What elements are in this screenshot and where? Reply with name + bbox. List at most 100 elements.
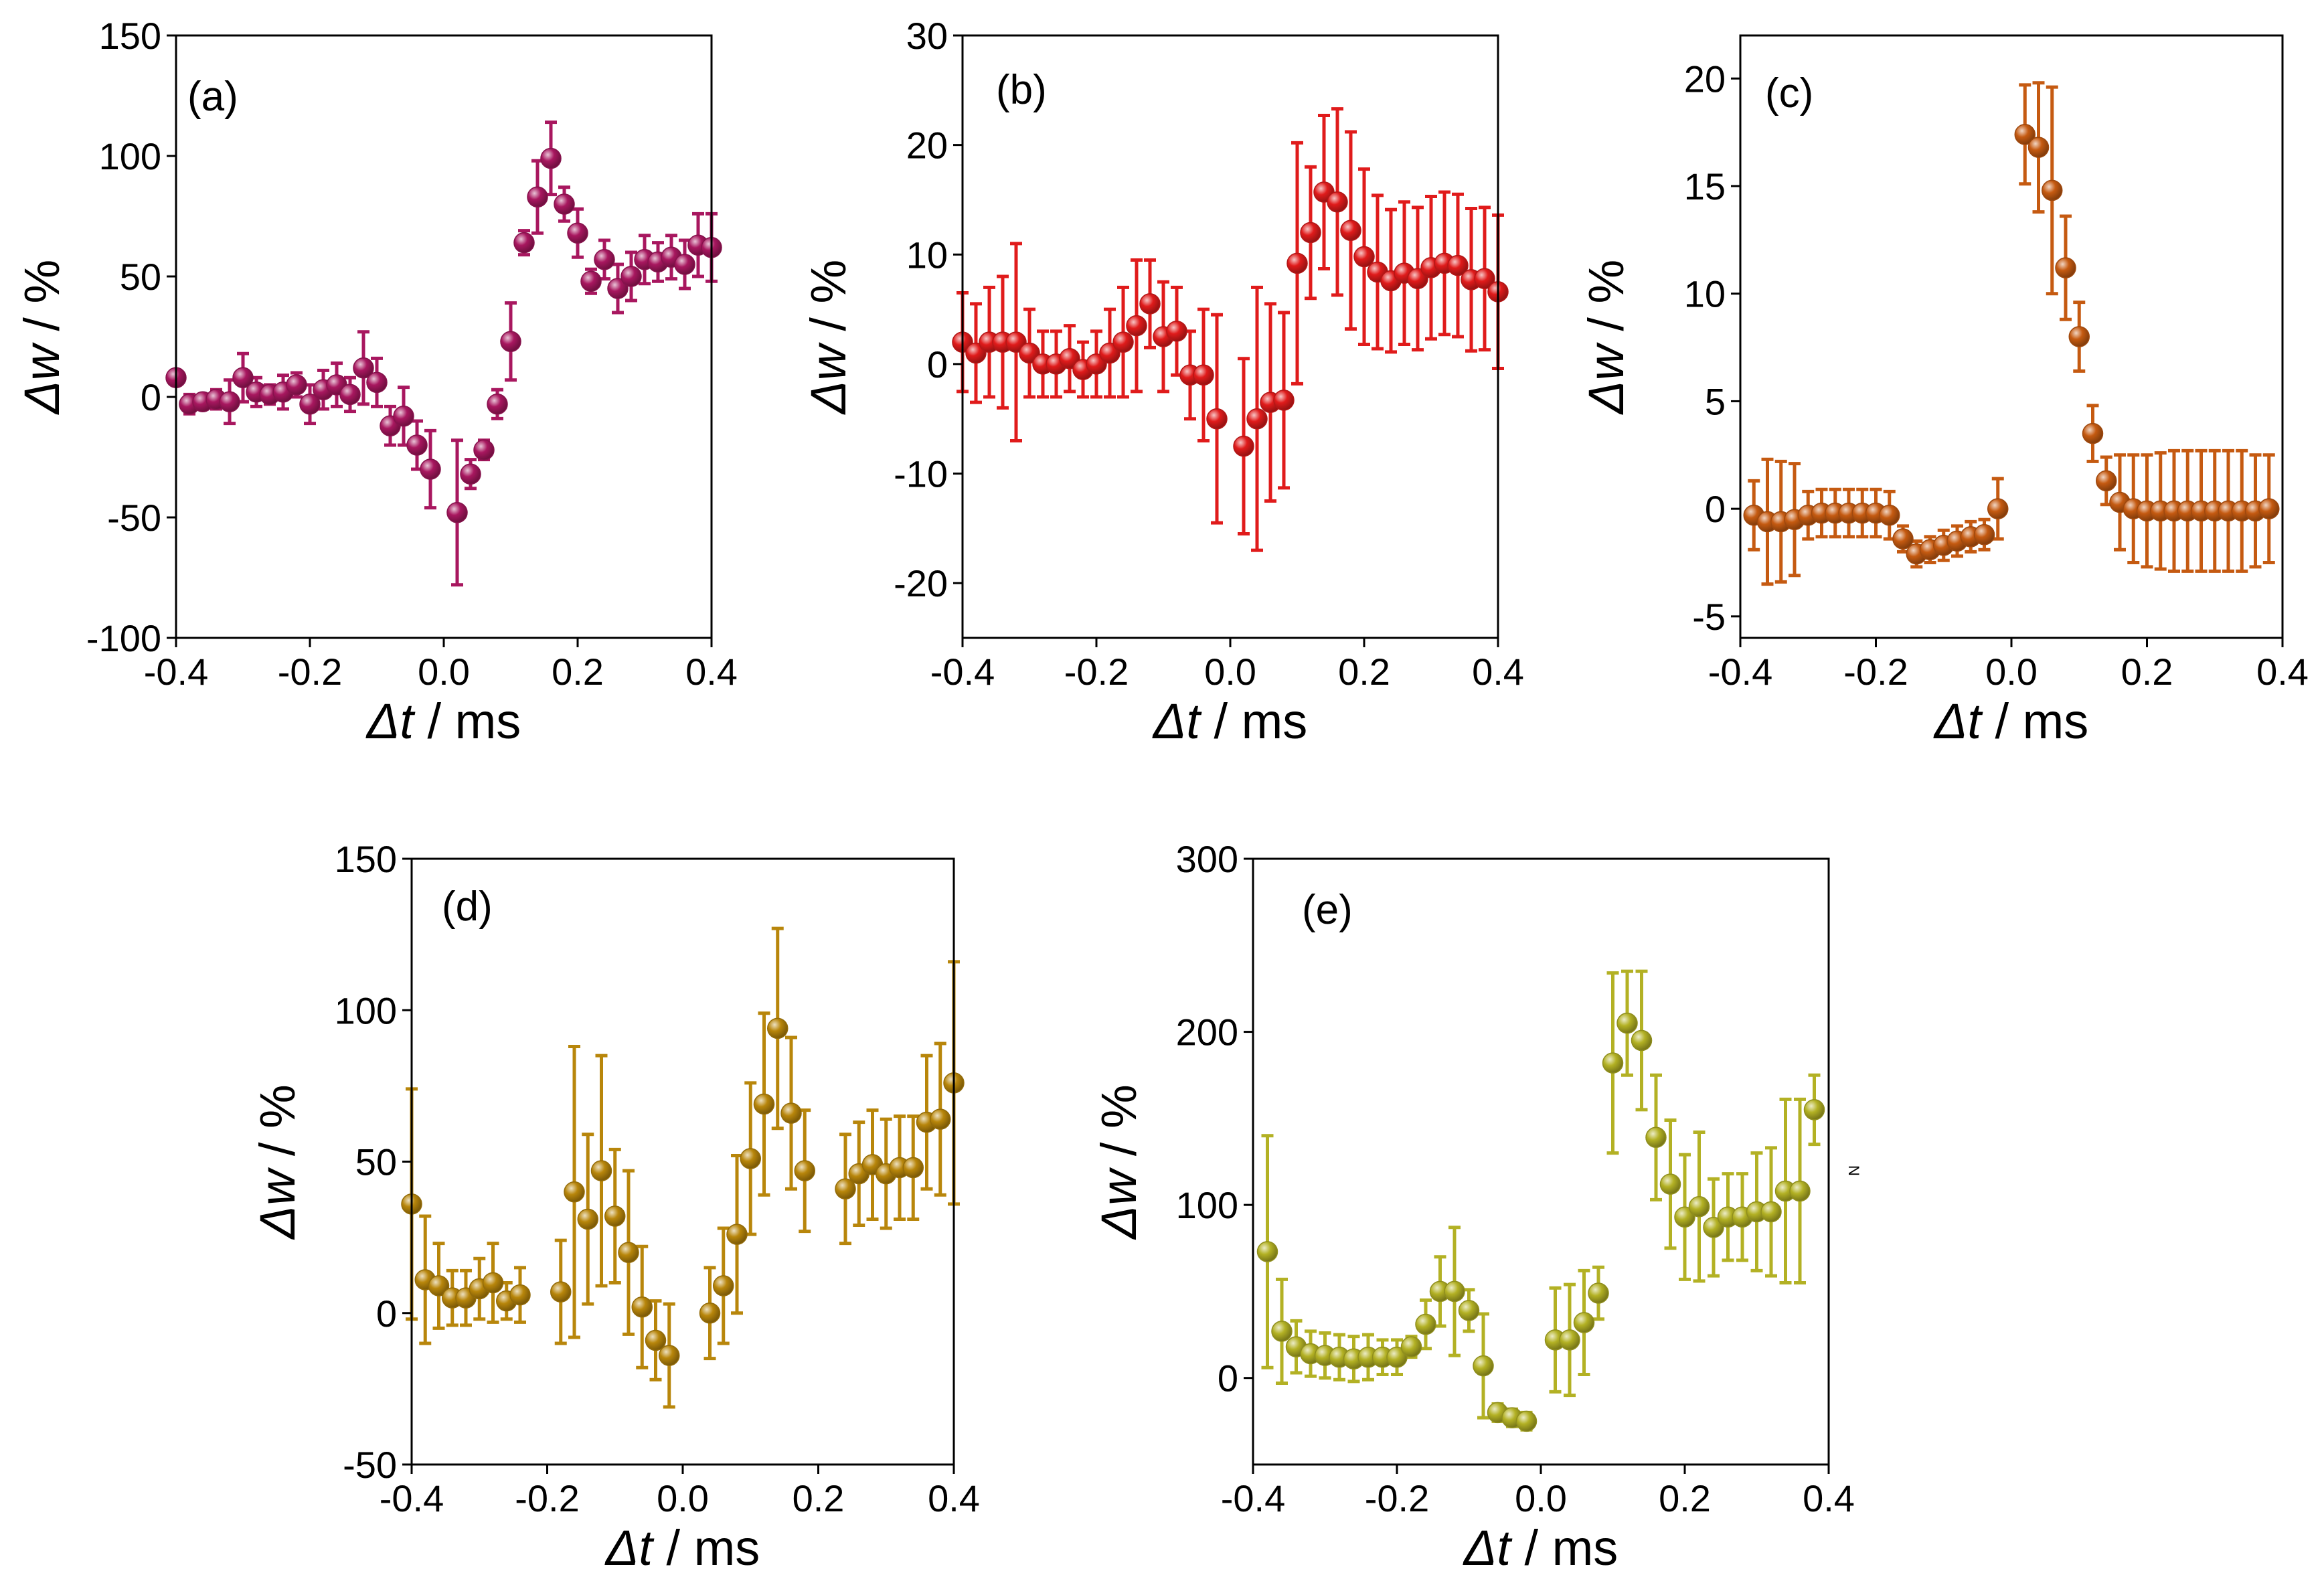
y-axis-symbol: Δw: [14, 342, 70, 416]
x-tick-label: -0.2: [515, 1477, 580, 1519]
y-axis-unit: / %: [1091, 1084, 1147, 1156]
panel-label: (c): [1765, 70, 1813, 116]
x-tick-label: -0.2: [1843, 651, 1908, 693]
x-tick-label: -0.4: [1221, 1477, 1286, 1519]
data-point: [567, 222, 588, 244]
y-tick-label: -10: [894, 453, 948, 495]
data-point: [1256, 1241, 1278, 1262]
data-point: [1645, 1126, 1667, 1149]
x-axis-symbol: Δt: [1933, 693, 1984, 749]
y-tick-label: 150: [99, 15, 161, 57]
y-tick-label: 200: [1176, 1011, 1238, 1054]
x-axis-symbol: Δt: [604, 1520, 655, 1576]
y-tick-label: -20: [894, 562, 948, 604]
data-point: [1659, 1173, 1681, 1195]
y-axis-symbol: Δw: [1578, 342, 1634, 416]
x-tick-label: 0.0: [657, 1477, 709, 1519]
margin-label: N: [1845, 1165, 1862, 1176]
x-axis-unit: / ms: [1214, 693, 1308, 749]
x-tick-label: 0.0: [1515, 1477, 1567, 1519]
data-point: [1789, 1180, 1811, 1202]
data-point: [1688, 1195, 1710, 1218]
data-point: [1166, 321, 1187, 342]
y-axis-label: Δw / %: [250, 1084, 305, 1240]
data-point: [550, 1281, 572, 1303]
data-point: [500, 331, 521, 352]
x-tick-label: 0.4: [1472, 651, 1524, 693]
data-point: [2068, 326, 2090, 347]
data-point: [1631, 1029, 1653, 1052]
panel-c: (c) Δt / ms Δw / % -0.4 -0.2 0.0 0.2 0.4 -5 0 5…: [1578, 34, 2309, 749]
x-axis-label: Δt / ms: [1463, 1520, 1618, 1576]
data-point: [2082, 422, 2104, 444]
data-point: [1760, 1201, 1782, 1223]
data-point: [1458, 1300, 1480, 1321]
data-point: [1327, 191, 1348, 213]
x-tick-label: 0.0: [1204, 651, 1256, 693]
data-point: [482, 1272, 504, 1294]
data-point: [767, 1017, 788, 1039]
y-tick-label: 0: [1218, 1357, 1238, 1400]
data-point: [232, 367, 254, 388]
x-tick-label: 0.2: [2121, 651, 2173, 693]
data-point: [473, 439, 495, 461]
data-point: [2055, 257, 2076, 278]
data-point: [1340, 220, 1361, 242]
y-tick-label: 100: [1176, 1184, 1238, 1226]
data-point: [1273, 390, 1295, 411]
y-axis-unit: / %: [1578, 260, 1634, 331]
data-point: [1987, 498, 2009, 519]
data-point: [577, 1208, 598, 1230]
data-point: [420, 458, 441, 480]
plot-area: [952, 107, 1509, 552]
data-point: [1602, 1052, 1624, 1074]
data-point: [1386, 1346, 1408, 1368]
data-point: [1353, 246, 1375, 268]
data-point: [564, 1181, 585, 1203]
data-point: [1246, 408, 1268, 430]
data-point: [1447, 254, 1469, 276]
x-axis-symbol: Δt: [1463, 1520, 1513, 1576]
plot-area: [1743, 81, 2280, 586]
data-point: [794, 1160, 815, 1181]
data-point: [1616, 1012, 1638, 1034]
data-point: [2014, 124, 2036, 145]
y-axis-label: Δw / %: [14, 260, 70, 416]
plot-area: [165, 120, 722, 587]
data-point: [1573, 1312, 1595, 1333]
y-tick-label: 300: [1176, 838, 1238, 880]
x-axis-label: Δt / ms: [365, 693, 521, 749]
y-tick-label: 20: [1684, 58, 1726, 100]
x-tick-label: 0.4: [1803, 1477, 1855, 1519]
data-point: [607, 278, 629, 299]
y-tick-label: 100: [99, 135, 161, 177]
data-point: [286, 374, 307, 396]
data-point: [1415, 1313, 1436, 1335]
data-point: [1233, 435, 1254, 457]
data-point: [1588, 1282, 1609, 1304]
y-axis-unit: / %: [250, 1084, 305, 1156]
y-tick-label: 50: [120, 256, 161, 298]
data-point: [406, 434, 428, 456]
data-point: [674, 254, 695, 275]
data-point: [1892, 528, 1914, 550]
data-point: [366, 371, 388, 394]
data-point: [713, 1275, 734, 1297]
y-tick-label: 0: [1705, 488, 1726, 530]
data-point: [780, 1102, 802, 1124]
data-point: [1286, 252, 1308, 274]
y-axis-label: Δw / %: [801, 260, 856, 416]
y-tick-label: 0: [927, 343, 948, 386]
y-axis-symbol: Δw: [801, 342, 856, 416]
x-tick-label: 0.4: [685, 651, 738, 693]
y-tick-label: -100: [86, 617, 161, 659]
data-point: [1703, 1217, 1724, 1238]
y-axis-unit: / %: [14, 260, 70, 331]
x-axis-unit: / ms: [1995, 693, 2089, 749]
x-tick-label: -0.2: [1365, 1477, 1430, 1519]
panel-label: (d): [442, 884, 493, 930]
x-tick-label: 0.2: [1338, 651, 1390, 693]
x-axis-label: Δt / ms: [1933, 693, 2089, 749]
panel-e: (e) Δt / ms Δw / % -0.4 -0.2 0.0 0.2 0.4 0 100…: [1091, 838, 1855, 1576]
